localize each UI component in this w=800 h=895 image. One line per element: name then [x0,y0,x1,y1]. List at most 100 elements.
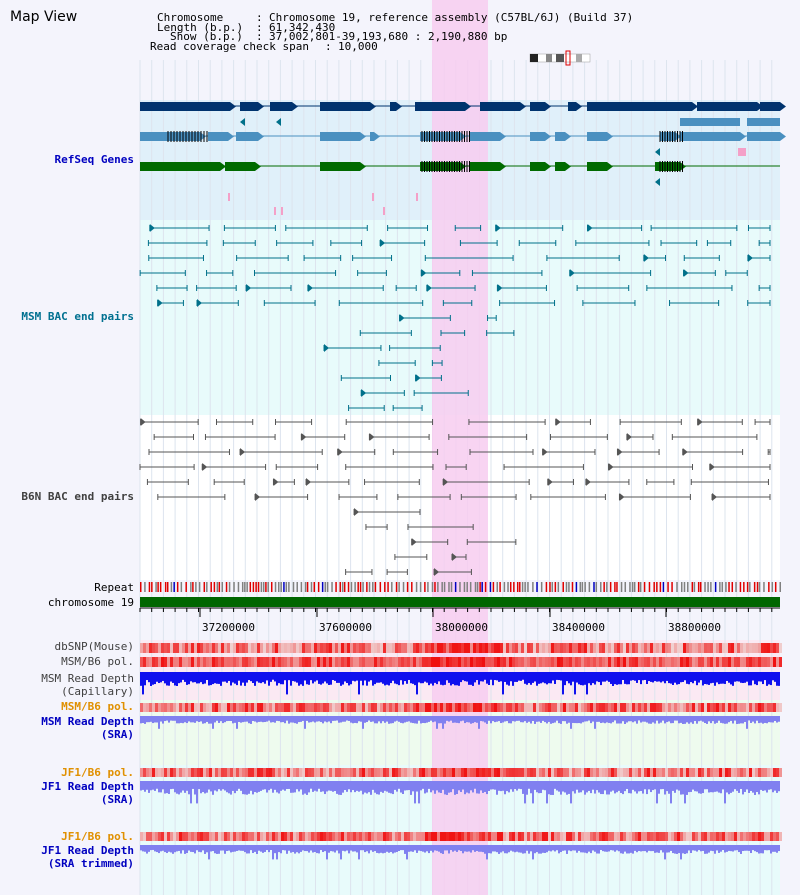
heat-cell [701,657,704,667]
repeat-mark [218,582,221,592]
heat-cell [716,657,719,667]
gene-arrow [465,102,471,111]
heat-cell [269,832,272,841]
track-label-jf1-depth-sra[interactable]: JF1 Read Depth [41,780,134,793]
depth-bar [584,716,586,722]
depth-bar [318,781,320,789]
depth-bar [494,781,496,790]
depth-bar [428,672,430,686]
heat-cell [227,832,230,841]
track-label-msm-bac-end-pairs[interactable]: MSM BAC end pairs [21,310,134,323]
heat-cell [584,832,587,841]
depth-bar [400,845,402,851]
depth-bar [754,845,756,852]
depth-bar [648,845,650,851]
repeat-mark [310,582,313,592]
depth-bar [442,672,444,686]
length-key: Length (b.p.) [157,21,244,34]
depth-bar [364,716,366,723]
depth-bar [668,781,670,794]
track-label-jf1-b6-pol[interactable]: JF1/B6 pol. [61,766,134,779]
heat-cell [548,703,551,712]
heat-cell [266,657,269,667]
heat-cell [596,643,599,653]
depth-bar [278,716,280,722]
depth-bar [700,781,702,794]
track-label-msm-b6-pol-2[interactable]: MSM/B6 pol. [61,700,134,713]
track-label-msm-b6-pol[interactable]: MSM/B6 pol. [61,655,134,668]
heat-cell [719,703,722,712]
depth-bar [308,672,310,685]
heat-cell [698,703,701,712]
heat-cell [761,657,764,667]
depth-bar [356,781,358,791]
repeat-mark [503,582,506,592]
track-label-jf1-b6-pol-2[interactable]: JF1/B6 pol. [61,830,134,843]
depth-bar [350,845,352,851]
depth-bar [510,845,512,851]
repeat-mark [415,582,418,592]
heat-cell [563,832,566,841]
depth-bar [258,781,260,792]
depth-bar [546,716,548,724]
heat-cell [347,832,350,841]
depth-bar [632,845,634,854]
heat-cell [497,703,500,712]
bac-arrow [555,418,561,426]
depth-bar [328,845,330,853]
depth-bar [202,716,204,724]
track-label-jf1-depth-trimmed[interactable]: JF1 Read Depth [41,844,134,857]
depth-bar [598,781,600,793]
track-label-refseq-genes[interactable]: RefSeq Genes [54,153,134,166]
track-label-b6n-bac-end-pairs[interactable]: B6N BAC end pairs [21,490,134,503]
repeat-mark [406,582,409,592]
heat-cell [467,657,470,667]
depth-bar [558,845,560,854]
depth-bar [162,672,164,681]
depth-bar [226,716,228,722]
depth-bar [338,716,340,723]
depth-bar [198,672,200,684]
depth-bar [198,781,200,790]
heat-cell [362,768,365,777]
depth-bar [690,672,692,683]
bac-arrow [361,389,367,397]
heat-cell [278,657,281,667]
depth-bar [608,781,610,795]
depth-bar [272,845,274,860]
depth-bar [496,781,498,795]
chromosome-value: Chromosome 19, reference assembly (C57BL… [269,11,634,24]
depth-bar [658,672,660,682]
repeat-mark [609,582,612,592]
heat-cell [179,657,182,667]
heat-cell [314,768,317,777]
repeat-mark [629,582,631,592]
heat-cell [356,657,359,667]
repeat-mark [565,582,568,592]
repeat-mark [588,582,591,592]
depth-bar [166,781,168,794]
depth-bar [640,716,642,723]
heat-cell [767,768,770,777]
heat-cell [473,768,476,777]
track-label-msm-depth-capillary[interactable]: MSM Read Depth [41,672,134,685]
heat-cell [692,643,695,653]
depth-bar [382,672,384,684]
heat-cell [230,657,233,667]
depth-bar [144,716,146,724]
heat-cell [599,643,602,653]
heat-cell [368,643,371,653]
depth-bar [592,845,594,851]
depth-bar [310,845,312,851]
heat-cell [179,643,182,653]
depth-bar [732,781,734,792]
depth-bar [356,845,358,853]
track-label-dbsnp[interactable]: dbSNP(Mouse) [54,640,134,653]
heat-cell [578,703,581,712]
heat-cell [236,657,239,667]
repeat-mark [190,582,192,592]
track-label-msm-depth-sra[interactable]: MSM Read Depth [41,715,134,728]
depth-bar [634,672,636,681]
heat-cell [719,832,722,841]
